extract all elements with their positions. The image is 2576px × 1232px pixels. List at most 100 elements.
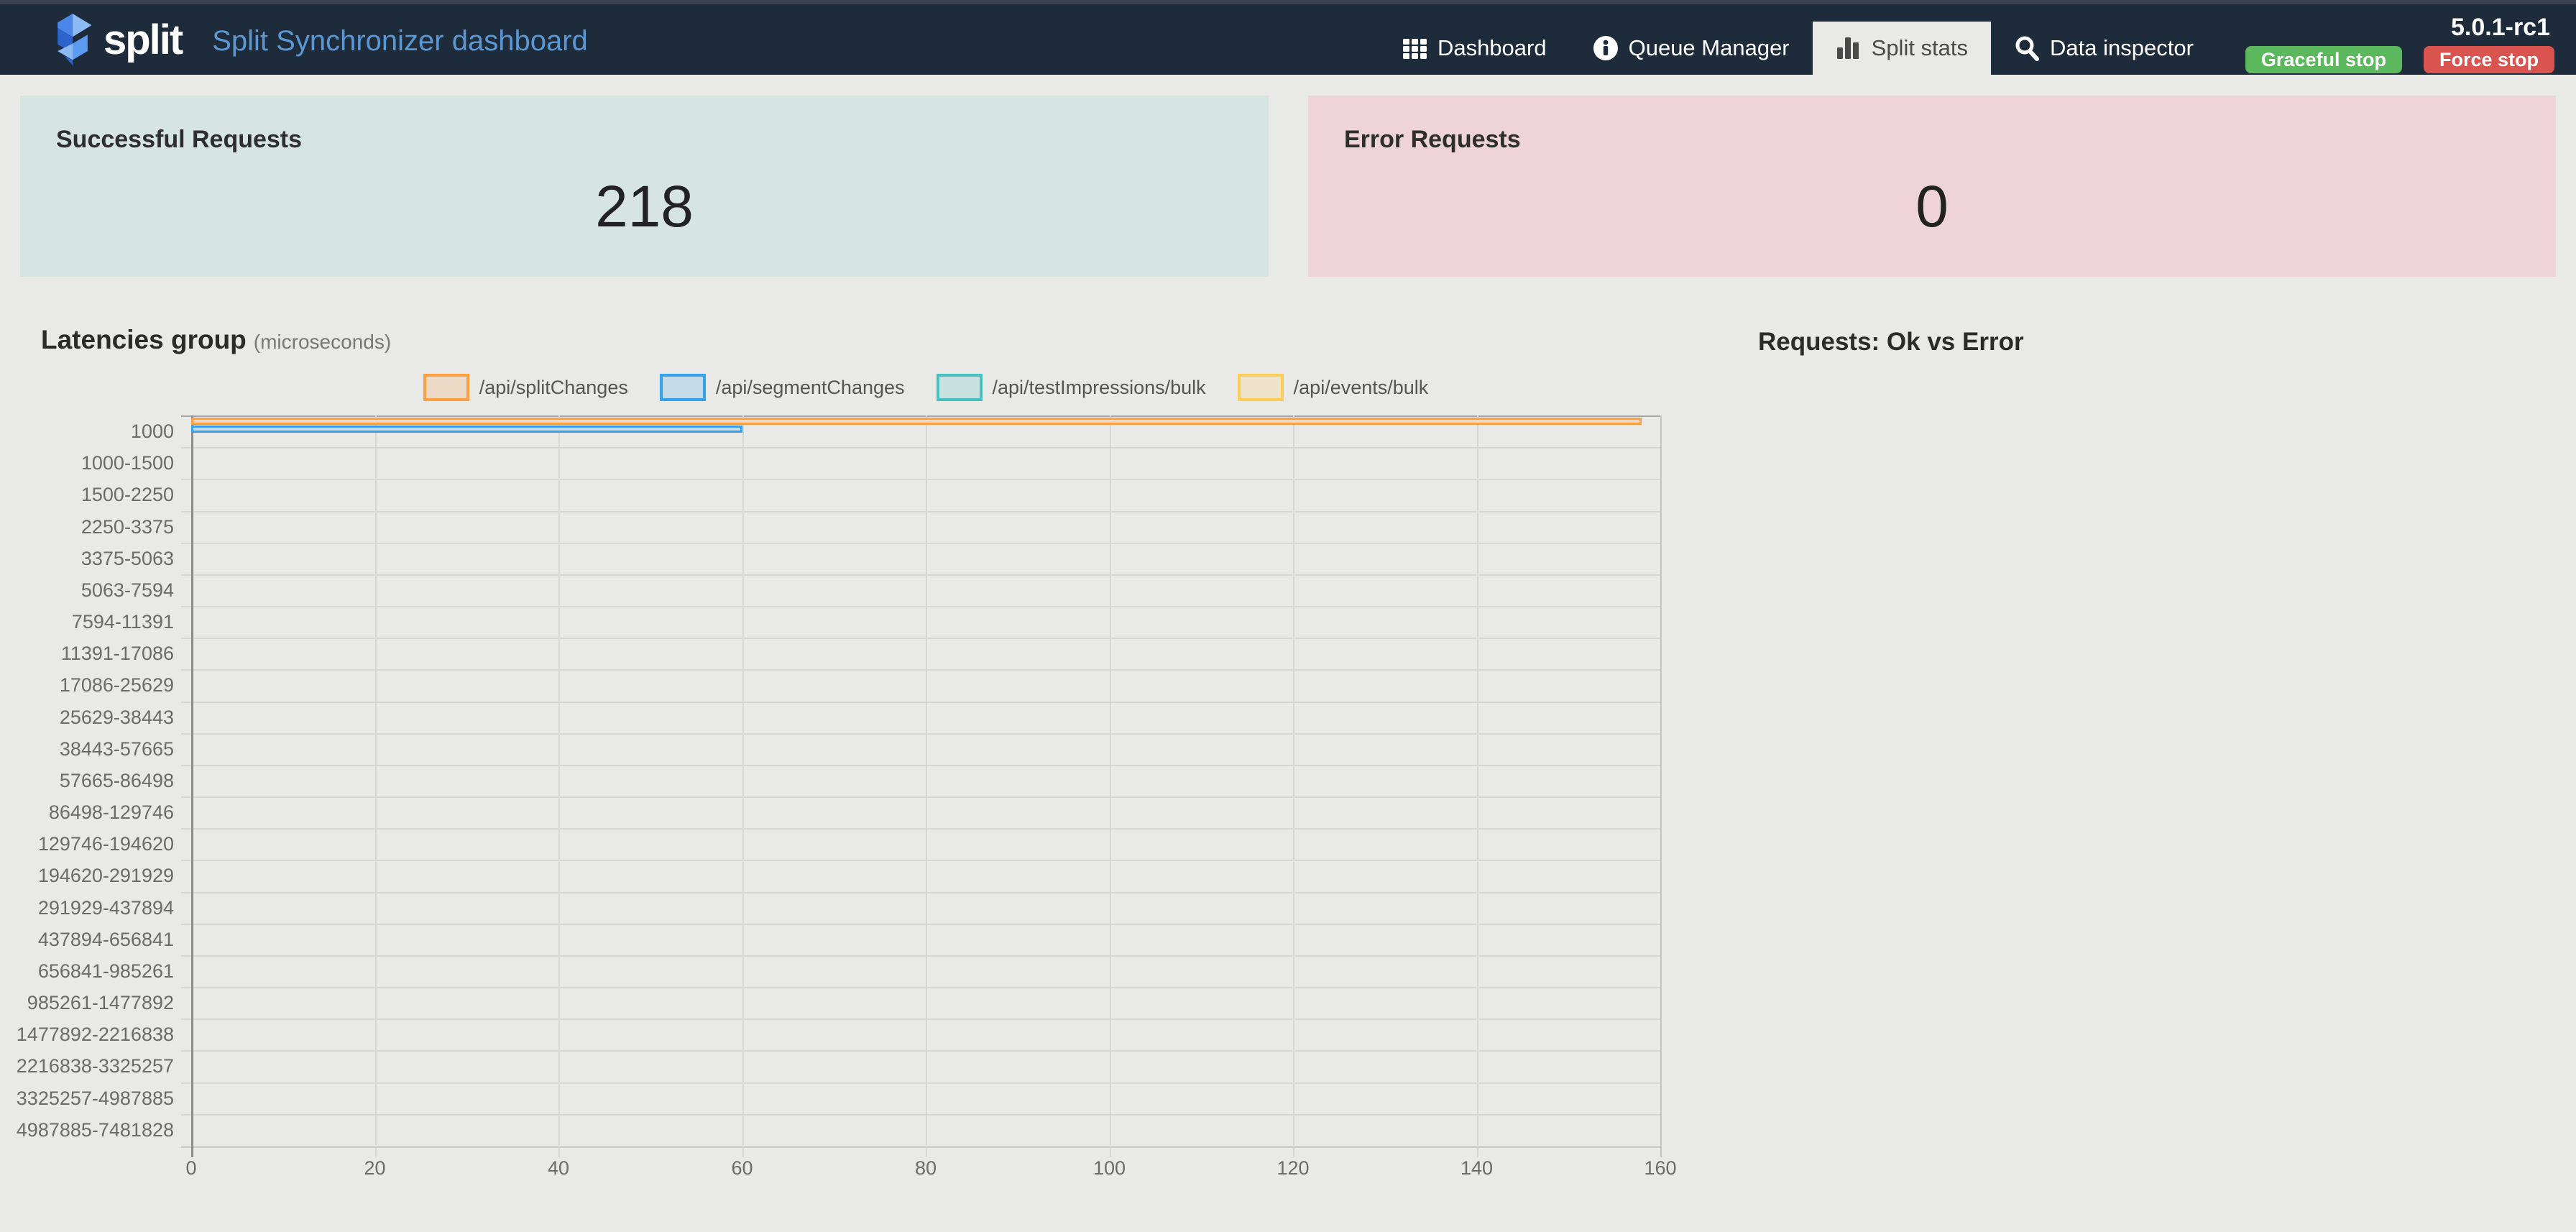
card-title: Successful Requests bbox=[56, 126, 303, 153]
legend-item[interactable]: /api/splitChanges bbox=[423, 374, 628, 401]
nav-item-label: Split stats bbox=[1871, 35, 1969, 60]
gridline bbox=[1476, 415, 1478, 1157]
nav-item-split-stats[interactable]: Split stats bbox=[1812, 22, 1992, 75]
y-tick-label: 194620-291929 bbox=[37, 865, 174, 887]
gridline bbox=[181, 796, 1660, 799]
y-tick-label: 656841-985261 bbox=[37, 960, 174, 982]
x-tick-label: 40 bbox=[547, 1157, 570, 1179]
stop-buttons: Graceful stop Force stop bbox=[2245, 46, 2554, 73]
y-tick-label: 129746-194620 bbox=[37, 833, 174, 855]
gridline bbox=[181, 1146, 1660, 1148]
x-tick-label: 120 bbox=[1276, 1157, 1310, 1179]
gridline bbox=[181, 447, 1660, 449]
gridline bbox=[181, 891, 1660, 893]
nav-item-dashboard[interactable]: Dashboard bbox=[1380, 22, 1570, 75]
gridline bbox=[558, 415, 560, 1157]
error-requests-card: Error Requests 0 bbox=[1308, 96, 2556, 277]
nav-menu: Dashboard Queue Manager bbox=[1380, 22, 2217, 75]
x-tick-label: 140 bbox=[1460, 1157, 1494, 1179]
legend-label: /api/segmentChanges bbox=[715, 376, 905, 398]
version-label: 5.0.1-rc1 bbox=[2451, 14, 2550, 41]
gridline bbox=[181, 828, 1660, 830]
gridline bbox=[181, 510, 1660, 512]
gridline bbox=[181, 638, 1660, 640]
y-tick-label: 2250-3375 bbox=[80, 515, 174, 538]
legend-swatch bbox=[1237, 374, 1284, 401]
info-icon bbox=[1593, 35, 1619, 61]
legend-swatch bbox=[423, 374, 469, 401]
latencies-title-unit: (microseconds) bbox=[253, 331, 392, 353]
gridline bbox=[181, 606, 1660, 608]
grid-icon bbox=[1402, 36, 1427, 60]
nav-item-label: Data inspector bbox=[2050, 35, 2194, 60]
y-tick-label: 985261-1477892 bbox=[27, 992, 174, 1014]
gridline bbox=[181, 1050, 1660, 1052]
gridline bbox=[181, 987, 1660, 989]
gridline bbox=[1293, 415, 1294, 1157]
gridline bbox=[181, 860, 1660, 862]
split-logo-icon bbox=[58, 14, 92, 65]
y-tick-label: 3325257-4987885 bbox=[16, 1087, 174, 1109]
y-tick-label: 1000 bbox=[130, 420, 174, 442]
gridline bbox=[181, 479, 1660, 481]
gridline bbox=[181, 574, 1660, 576]
legend-swatch bbox=[659, 374, 706, 401]
nav-item-label: Dashboard bbox=[1437, 35, 1547, 60]
error-requests-value: 0 bbox=[1915, 174, 1949, 239]
gridline bbox=[374, 415, 377, 1157]
gridline bbox=[181, 542, 1660, 544]
legend-swatch bbox=[936, 374, 983, 401]
graceful-stop-button[interactable]: Graceful stop bbox=[2245, 46, 2402, 73]
y-tick-label: 2216838-3325257 bbox=[16, 1055, 174, 1077]
navbar-right-cluster: 5.0.1-rc1 Graceful stop Force stop bbox=[2217, 4, 2576, 75]
latencies-section-title: Latencies group (microseconds) bbox=[41, 325, 391, 355]
y-tick-label: 5063-7594 bbox=[80, 579, 174, 601]
x-tick-label: 160 bbox=[1644, 1157, 1677, 1179]
gridline bbox=[181, 955, 1660, 957]
y-tick-label: 57665-86498 bbox=[59, 769, 174, 791]
gridline bbox=[1109, 415, 1111, 1157]
y-tick-label: 86498-129746 bbox=[48, 801, 174, 824]
page-title: Split Synchronizer dashboard bbox=[212, 24, 588, 57]
top-navbar: split Split Synchronizer dashboard Dashb… bbox=[0, 0, 2576, 75]
x-tick-label: 0 bbox=[185, 1157, 197, 1179]
search-icon bbox=[2014, 35, 2040, 61]
latency-bar bbox=[191, 418, 1642, 425]
gridline bbox=[181, 1082, 1660, 1084]
gridline bbox=[181, 1019, 1660, 1021]
brand: split Split Synchronizer dashboard bbox=[0, 4, 588, 75]
latencies-plot: 1000 1000-1500 1500-2250 2250-3375 3375-5063… bbox=[17, 415, 1677, 1179]
legend-label: /api/events/bulk bbox=[1293, 376, 1429, 398]
y-tick-label: 1000-1500 bbox=[80, 452, 174, 474]
y-tick-label: 11391-17086 bbox=[60, 643, 174, 665]
y-tick-label: 25629-38443 bbox=[59, 706, 174, 728]
brand-wordmark: split bbox=[104, 16, 183, 63]
gridline bbox=[181, 1113, 1660, 1116]
legend-label: /api/splitChanges bbox=[479, 376, 628, 398]
x-tick-label: 20 bbox=[364, 1157, 386, 1179]
card-title: Error Requests bbox=[1344, 126, 1521, 153]
legend-item[interactable]: /api/segmentChanges bbox=[659, 374, 905, 401]
x-tick-label: 60 bbox=[731, 1157, 753, 1179]
legend-item[interactable]: /api/events/bulk bbox=[1237, 374, 1429, 401]
gridline bbox=[181, 415, 1660, 417]
y-tick-label: 7594-11391 bbox=[71, 611, 174, 633]
y-tick-label: 4987885-7481828 bbox=[16, 1118, 174, 1141]
force-stop-button[interactable]: Force stop bbox=[2423, 46, 2554, 73]
y-tick-label: 437894-656841 bbox=[37, 928, 174, 950]
gridline bbox=[181, 923, 1660, 925]
nav-item-data-inspector[interactable]: Data inspector bbox=[1991, 22, 2217, 75]
nav-item-label: Queue Manager bbox=[1628, 35, 1790, 60]
chart-legend: /api/splitChanges/api/segmentChanges/api… bbox=[191, 374, 1660, 401]
gridline bbox=[742, 415, 744, 1157]
x-tick-label: 100 bbox=[1092, 1157, 1126, 1179]
gridline bbox=[191, 415, 193, 1157]
legend-item[interactable]: /api/testImpressions/bulk bbox=[936, 374, 1206, 401]
y-tick-label: 1477892-2216838 bbox=[16, 1024, 174, 1046]
bar-chart-icon bbox=[1836, 36, 1862, 60]
gridline bbox=[926, 415, 927, 1157]
y-tick-label: 3375-5063 bbox=[80, 547, 174, 569]
gridline bbox=[1660, 415, 1662, 1157]
legend-label: /api/testImpressions/bulk bbox=[992, 376, 1206, 398]
nav-item-queue-manager[interactable]: Queue Manager bbox=[1570, 22, 1813, 75]
